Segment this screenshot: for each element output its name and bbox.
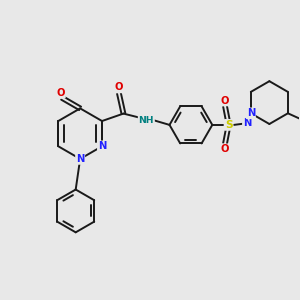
Text: O: O <box>221 144 229 154</box>
Text: O: O <box>221 95 229 106</box>
Text: NH: NH <box>139 116 154 125</box>
Text: N: N <box>98 141 106 151</box>
Text: N: N <box>76 154 84 164</box>
Text: O: O <box>56 88 65 98</box>
Text: O: O <box>115 82 123 92</box>
Text: N: N <box>243 118 251 128</box>
Text: S: S <box>225 120 232 130</box>
Text: N: N <box>247 108 255 118</box>
